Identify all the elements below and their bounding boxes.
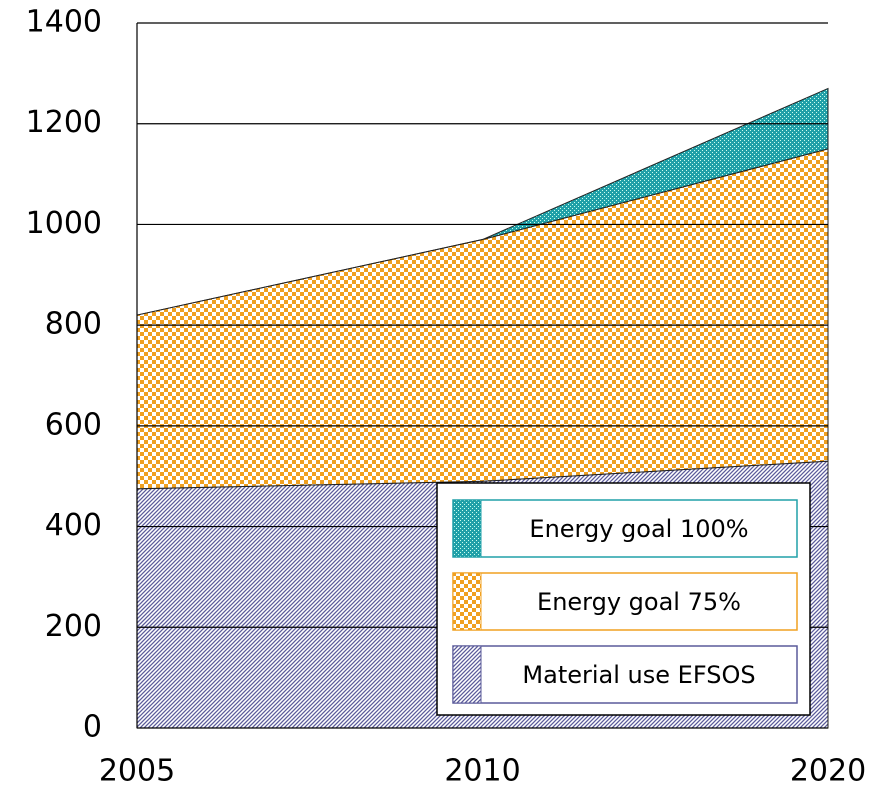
y-tick-label: 200 xyxy=(45,609,102,644)
y-tick-label: 800 xyxy=(45,307,102,342)
y-tick-label: 600 xyxy=(45,407,102,442)
legend-label: Energy goal 100% xyxy=(529,515,748,543)
legend-label: Material use EFSOS xyxy=(522,661,755,689)
legend-swatch xyxy=(452,499,482,558)
x-tick-label: 2005 xyxy=(99,754,175,789)
area xyxy=(136,87,829,316)
legend-swatch xyxy=(452,645,482,704)
legend-label: Energy goal 75% xyxy=(537,588,741,616)
y-tick-label: 1200 xyxy=(26,105,102,140)
area xyxy=(136,148,829,490)
x-tick-label: 2010 xyxy=(444,754,520,789)
y-tick-label: 1000 xyxy=(26,206,102,241)
y-tick-label: 400 xyxy=(45,508,102,543)
legend-swatch xyxy=(452,572,482,631)
legend xyxy=(436,482,811,716)
y-tick-label: 1400 xyxy=(26,5,102,40)
x-tick-label: 2020 xyxy=(790,754,866,789)
y-tick-label: 0 xyxy=(83,710,102,745)
